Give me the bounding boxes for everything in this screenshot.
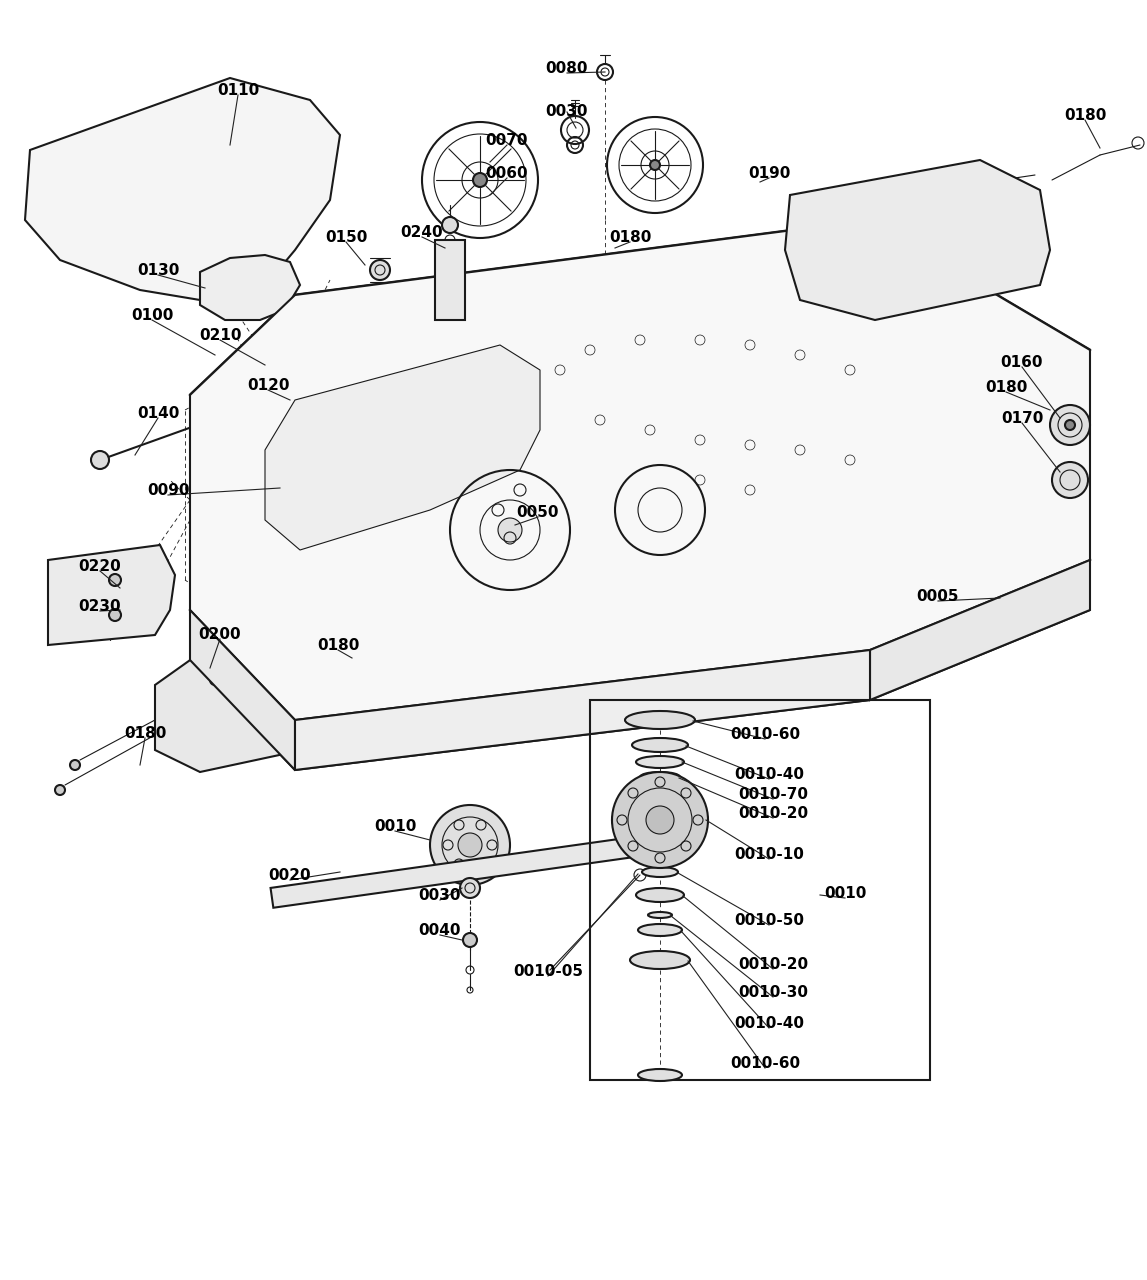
Circle shape [442, 218, 458, 233]
Circle shape [646, 806, 674, 835]
Text: 0050: 0050 [517, 504, 560, 520]
Text: 0080: 0080 [546, 60, 588, 76]
Text: 0010-40: 0010-40 [734, 767, 804, 782]
Polygon shape [265, 346, 540, 550]
Circle shape [473, 173, 487, 187]
Text: 0110: 0110 [217, 82, 259, 97]
Circle shape [109, 573, 120, 586]
Ellipse shape [635, 756, 684, 768]
Ellipse shape [630, 951, 690, 969]
Text: 0240: 0240 [400, 224, 443, 239]
Text: 0100: 0100 [131, 307, 173, 323]
Text: 0190: 0190 [748, 165, 790, 180]
Ellipse shape [638, 924, 682, 936]
Text: 0180: 0180 [609, 229, 651, 244]
Text: 0180: 0180 [1063, 108, 1106, 123]
Bar [435, 241, 465, 320]
Text: 0200: 0200 [198, 626, 241, 641]
Text: 0170: 0170 [1001, 411, 1043, 425]
Text: 0010-20: 0010-20 [738, 956, 809, 972]
Circle shape [383, 454, 397, 468]
Text: 0010-50: 0010-50 [734, 913, 804, 928]
Polygon shape [295, 650, 871, 771]
Polygon shape [271, 832, 670, 908]
Ellipse shape [612, 797, 708, 842]
Text: 0010-70: 0010-70 [738, 786, 807, 801]
Text: 0210: 0210 [198, 328, 241, 343]
Circle shape [302, 483, 318, 498]
Text: 0010-05: 0010-05 [513, 964, 583, 978]
Text: 0010-60: 0010-60 [729, 1056, 801, 1070]
Ellipse shape [625, 710, 695, 730]
Circle shape [463, 933, 477, 947]
Text: 0230: 0230 [79, 599, 122, 613]
Bar [292, 355, 310, 380]
Ellipse shape [640, 772, 680, 782]
Polygon shape [785, 160, 1050, 320]
Text: 0010-40: 0010-40 [734, 1015, 804, 1030]
Circle shape [304, 332, 317, 344]
Circle shape [303, 438, 317, 452]
Text: 0090: 0090 [147, 483, 189, 498]
Circle shape [210, 675, 220, 685]
Text: 0180: 0180 [124, 726, 166, 741]
Ellipse shape [648, 913, 672, 918]
Circle shape [612, 772, 708, 868]
Circle shape [498, 518, 522, 541]
Text: 0180: 0180 [985, 379, 1028, 394]
Polygon shape [48, 545, 175, 645]
Text: 0140: 0140 [136, 406, 179, 421]
Text: 0160: 0160 [1000, 355, 1044, 370]
Text: 0130: 0130 [136, 262, 179, 278]
Polygon shape [190, 220, 1090, 719]
Text: 0070: 0070 [485, 133, 529, 147]
Circle shape [1050, 404, 1090, 445]
Text: 0030: 0030 [419, 887, 461, 902]
Circle shape [1052, 462, 1089, 498]
Ellipse shape [632, 739, 688, 753]
Polygon shape [155, 628, 380, 772]
Text: 0010-60: 0010-60 [729, 727, 801, 741]
Text: 0040: 0040 [419, 923, 461, 937]
Polygon shape [190, 611, 295, 771]
Circle shape [91, 451, 109, 468]
Text: 0120: 0120 [247, 378, 289, 393]
Text: 0005: 0005 [916, 589, 959, 603]
Circle shape [70, 760, 80, 771]
Ellipse shape [638, 1069, 682, 1082]
Bar [590, 700, 930, 1080]
Text: 0010-20: 0010-20 [738, 805, 809, 820]
Text: 0030: 0030 [546, 104, 588, 119]
Circle shape [458, 833, 482, 858]
Circle shape [305, 657, 315, 667]
Circle shape [430, 805, 510, 884]
Text: 0150: 0150 [325, 229, 367, 244]
Circle shape [370, 260, 390, 280]
Text: 0180: 0180 [317, 637, 359, 653]
Text: 0060: 0060 [485, 165, 529, 180]
Circle shape [109, 609, 120, 621]
Circle shape [1066, 420, 1075, 430]
Polygon shape [290, 320, 475, 465]
Polygon shape [871, 561, 1090, 700]
Circle shape [460, 878, 479, 899]
Polygon shape [25, 78, 340, 300]
Circle shape [55, 785, 65, 795]
Text: PartsTreᵉ: PartsTreᵉ [243, 612, 757, 709]
Ellipse shape [642, 867, 678, 877]
Ellipse shape [635, 888, 684, 902]
Text: 0010-10: 0010-10 [734, 846, 804, 861]
Circle shape [650, 160, 660, 170]
Text: 0010: 0010 [824, 886, 866, 901]
Text: 0010: 0010 [374, 818, 416, 833]
Text: 0010-30: 0010-30 [738, 984, 807, 1000]
Polygon shape [200, 255, 301, 320]
Text: 0220: 0220 [79, 558, 122, 573]
Text: 0020: 0020 [268, 868, 311, 882]
